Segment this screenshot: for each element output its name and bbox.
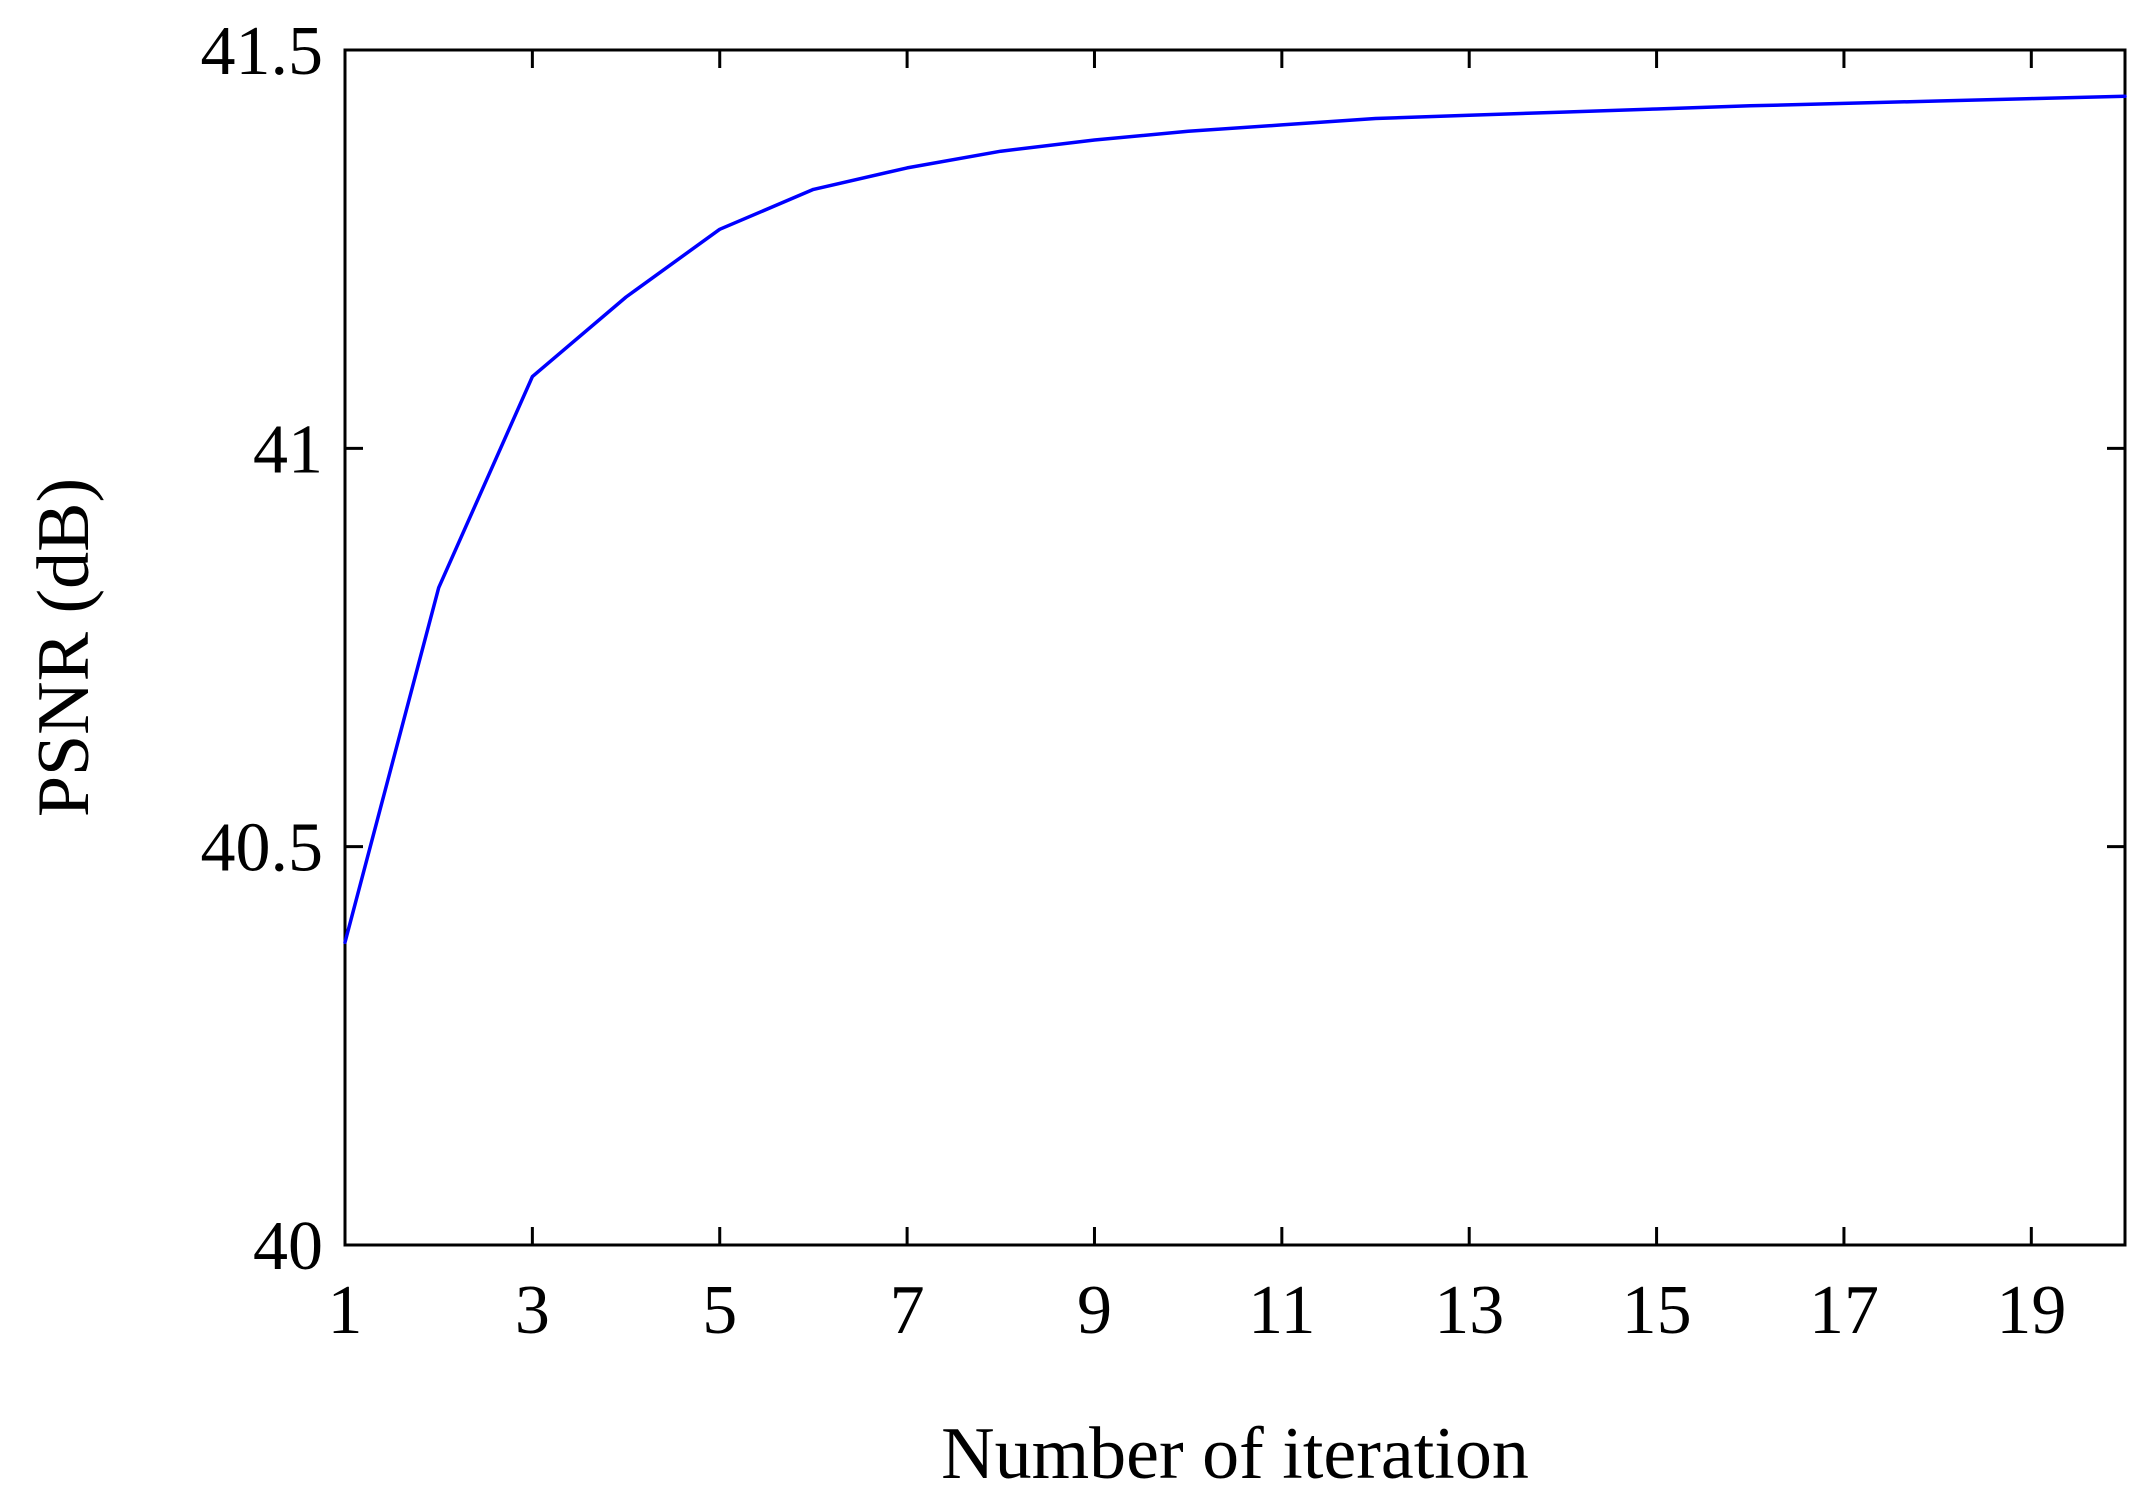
y-axis-title: PSNR (dB) xyxy=(23,478,105,817)
x-tick-label: 17 xyxy=(1809,1272,1879,1349)
x-tick-label: 11 xyxy=(1248,1272,1315,1349)
y-tick-label: 41.5 xyxy=(201,13,324,90)
x-tick-label: 19 xyxy=(1996,1272,2066,1349)
x-tick-label: 9 xyxy=(1077,1272,1112,1349)
axes-frame xyxy=(343,48,2127,1247)
x-tick-label: 13 xyxy=(1434,1272,1504,1349)
x-tick-label: 1 xyxy=(328,1272,363,1349)
y-tick-label: 40 xyxy=(253,1208,323,1285)
x-tick-label: 3 xyxy=(515,1272,550,1349)
x-tick-label: 15 xyxy=(1622,1272,1692,1349)
x-tick-label: 7 xyxy=(890,1272,925,1349)
y-tick-label: 41 xyxy=(253,411,323,488)
y-tick-label: 40.5 xyxy=(201,810,324,887)
x-tick-label: 5 xyxy=(702,1272,737,1349)
x-axis-title: Number of iteration xyxy=(941,1413,1529,1495)
series-line xyxy=(343,94,2127,945)
